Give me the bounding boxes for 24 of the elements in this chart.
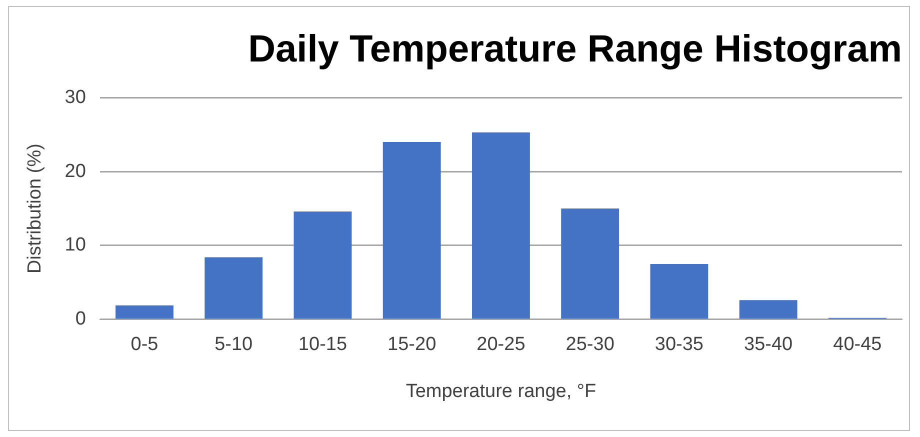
x-tick-label: 20-25 (476, 334, 526, 356)
y-tick-label: 20 (64, 160, 86, 182)
y-tick-label: 30 (64, 86, 86, 108)
x-tick-label: 15-20 (388, 334, 436, 356)
y-axis-title: Distribution (%) (24, 144, 46, 274)
bar (472, 132, 530, 319)
y-tick-label: 0 (75, 308, 86, 330)
x-tick-label: 30-35 (654, 334, 704, 356)
x-axis-title: Temperature range, °F (406, 380, 596, 402)
bar (204, 257, 263, 319)
bar (382, 142, 441, 319)
x-tick-label: 10-15 (298, 334, 348, 356)
y-tick-label: 10 (64, 234, 86, 256)
bar (650, 264, 708, 319)
x-tick-label: 5-10 (214, 334, 253, 356)
chart-title: Daily Temperature Range Histogram (248, 28, 902, 70)
bar (116, 305, 174, 319)
x-tick-label: 25-30 (566, 334, 614, 356)
bar (739, 300, 798, 319)
x-tick-label: 35-40 (744, 334, 793, 356)
bar (561, 208, 620, 319)
x-tick-label: 40-45 (833, 334, 882, 356)
x-tick-label: 0-5 (130, 334, 158, 356)
bar (294, 211, 352, 319)
